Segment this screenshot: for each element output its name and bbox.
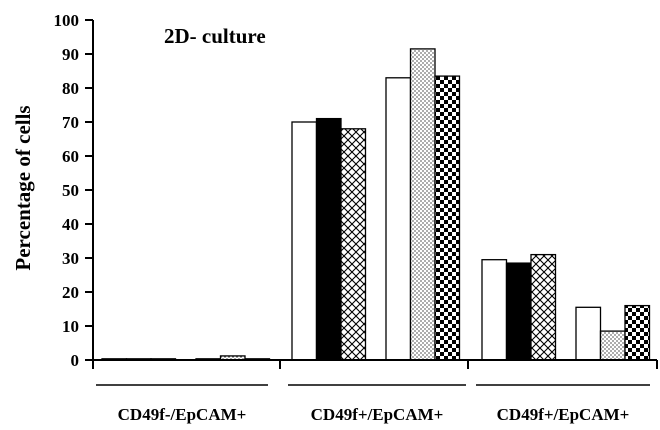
bar-checker [624,304,651,361]
bar-crosshatch [340,128,367,361]
bar-dotted [599,330,626,361]
y-tick-label: 0 [71,351,80,370]
bar-dotted [409,48,436,361]
y-tick-label: 10 [62,317,79,336]
category-label: CD49f+/EpCAM+ [311,405,444,424]
bar-crosshatch [530,253,557,361]
y-tick-label: 70 [62,113,79,132]
bar-white [481,259,508,361]
bar-white [575,306,602,361]
y-tick-label: 40 [62,215,79,234]
bar-black [505,262,532,361]
y-tick-label: 30 [62,249,79,268]
y-tick-label: 100 [54,11,80,30]
y-tick-label: 50 [62,181,79,200]
bar-black [315,117,342,361]
chart-title: 2D- culture [164,24,266,48]
y-tick-label: 60 [62,147,79,166]
y-axis-title: Percentage of cells [11,105,35,270]
bars [101,48,651,361]
y-tick-label: 90 [62,45,79,64]
category-label: CD49f+/EpCAM+ [497,405,630,424]
bar-white [291,121,318,361]
y-axis: 0 10 20 30 40 50 60 70 80 90 100 [54,11,94,370]
x-axis: CD49f-/EpCAM+ CD49f+/EpCAM+ CD49f+/EpCAM+ [92,359,658,424]
bar-checker [434,75,461,361]
bar-white [385,77,412,361]
y-tick-label: 20 [62,283,79,302]
y-tick-label: 80 [62,79,79,98]
category-label: CD49f-/EpCAM+ [118,405,247,424]
